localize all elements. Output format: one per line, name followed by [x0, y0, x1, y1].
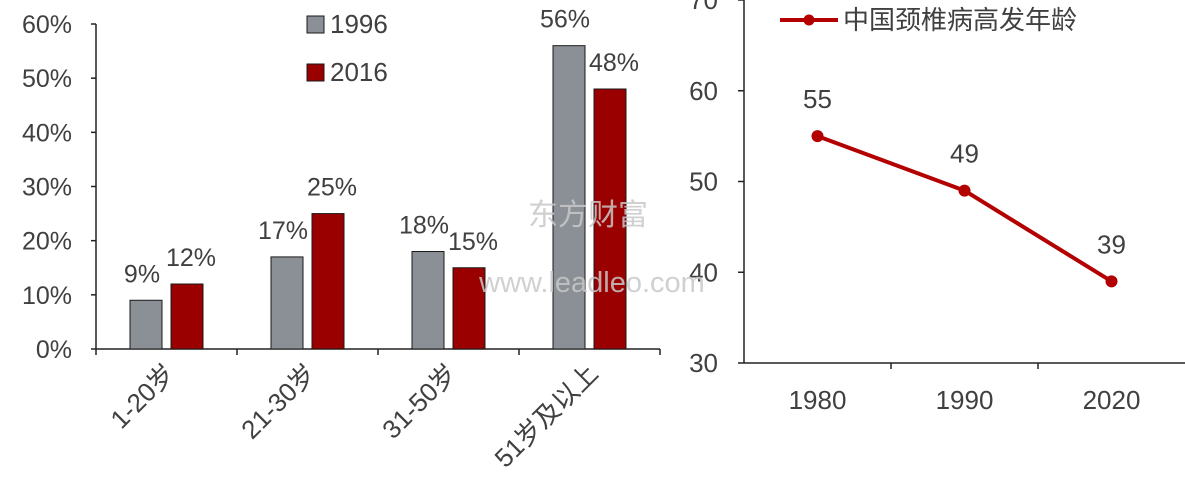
bar-legend: 1996 2016	[306, 9, 388, 87]
bar-data-label: 18%	[399, 212, 449, 240]
line-data-label: 49	[950, 139, 979, 169]
bar-2016-2	[311, 213, 345, 350]
line-data-label: 39	[1097, 229, 1126, 259]
bar-2016-4	[593, 88, 627, 350]
bar-y-tick-label: 10%	[22, 282, 72, 310]
bar-data-label: 12%	[166, 244, 216, 272]
bar-1996-4	[552, 45, 586, 350]
line-y-tick-label: 40	[689, 257, 718, 287]
line-y-tick-label: 70	[689, 0, 718, 15]
legend-marker-swatch	[803, 14, 815, 26]
legend-swatch-2016	[306, 63, 325, 82]
watermark-text-line2: www.leadleo.com	[478, 267, 705, 299]
line-point-1980	[811, 130, 824, 143]
line-y-tick-label: 50	[689, 167, 718, 197]
line-point-1990	[958, 184, 971, 197]
bar-y-tick-label: 60%	[22, 11, 72, 39]
line-point-2020	[1105, 275, 1118, 288]
bar-data-label: 56%	[540, 6, 590, 34]
bar-data-label: 17%	[258, 217, 308, 245]
bar-chart: 0% 10% 20% 30% 40% 50% 60% 9%12% 1-20岁 17% 25% 21-3…	[22, 6, 661, 473]
bar-y-tick-label: 20%	[22, 228, 72, 256]
line-x-tick-label: 1990	[936, 385, 994, 415]
line-y-tick-label: 60	[689, 76, 718, 106]
legend-label-2016: 2016	[330, 57, 388, 87]
bar-y-tick-label: 0%	[36, 336, 72, 364]
bar-data-label: 15%	[448, 228, 498, 256]
bar-2016-3	[452, 267, 486, 350]
line-legend: 中国颈椎病高发年龄	[780, 5, 1077, 35]
line-chart: 30 40 50 60 70 55 1980 49 1990 39 2020 中国颈椎病高发年龄	[689, 0, 1185, 415]
bar-2016-1	[170, 283, 204, 350]
bar-1996-2	[270, 256, 304, 350]
bar-x-tick-label: 1-20岁	[104, 358, 180, 434]
line-x-tick-label: 2020	[1083, 385, 1141, 415]
line-y-tick-label: 30	[689, 348, 718, 378]
bar-x-tick-label: 21-30岁	[235, 358, 322, 445]
bar-1996-1	[129, 299, 163, 350]
bar-data-label: 25%	[307, 174, 357, 202]
bar-y-tick-label: 50%	[22, 65, 72, 93]
legend-swatch-1996	[306, 15, 325, 34]
bar-x-tick-label: 51岁及以上	[489, 358, 604, 473]
bar-1996-3	[411, 251, 445, 350]
bar-y-tick-label: 30%	[22, 174, 72, 202]
line-data-label: 55	[803, 84, 832, 114]
watermark: 东方财富 www.leadleo.com	[478, 199, 705, 299]
legend-label-1996: 1996	[330, 9, 388, 39]
bar-data-label: 9%	[124, 260, 160, 288]
bar-x-tick-label: 31-50岁	[376, 358, 463, 445]
bar-y-tick-label: 40%	[22, 119, 72, 147]
bar-data-label: 48%	[589, 49, 639, 77]
line-x-tick-label: 1980	[789, 385, 847, 415]
legend-label-line: 中国颈椎病高发年龄	[843, 5, 1077, 35]
watermark-text-line1: 东方财富	[528, 199, 648, 232]
